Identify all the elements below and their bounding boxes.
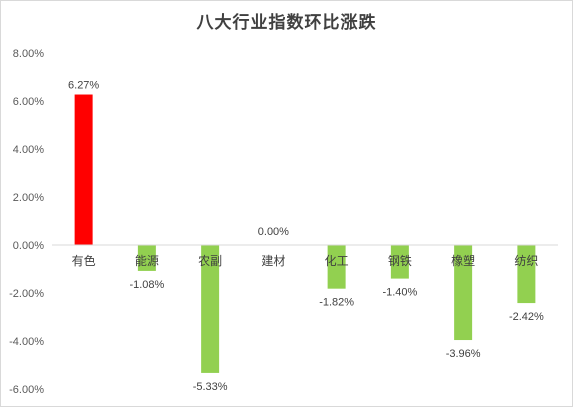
data-label: -1.82% [319, 297, 354, 309]
data-label: -3.96% [446, 348, 481, 360]
bar [390, 245, 409, 279]
y-axis: 8.00% 6.00% 4.00% 2.00% 0.00% -2.00% -4.00% -6.… [9, 48, 44, 396]
category-label: 有色 [72, 254, 96, 268]
bar [74, 94, 93, 246]
data-label: 0.00% [258, 226, 289, 238]
y-tick-label: 0.00% [13, 240, 44, 252]
bar [517, 245, 536, 304]
chart-title: 八大行业指数环比涨跌 [196, 13, 377, 33]
category-label: 建材 [261, 254, 285, 268]
category-label: 农副 [198, 254, 222, 268]
bars [74, 94, 536, 373]
bar [454, 245, 473, 341]
data-labels: 6.27% -1.08% -5.33% 0.00% -1.82% -1.40% -3.96%… [68, 80, 544, 393]
y-tick-label: 6.00% [13, 96, 44, 108]
bar [201, 245, 220, 373]
y-tick-label: -4.00% [9, 336, 44, 348]
bar [137, 245, 156, 271]
y-tick-label: 4.00% [13, 144, 44, 156]
y-tick-label: -2.00% [9, 288, 44, 300]
y-tick-label: -6.00% [9, 384, 44, 396]
data-label: -1.08% [129, 279, 164, 291]
data-label: -1.40% [382, 287, 417, 299]
category-label: 化工 [325, 254, 349, 268]
y-tick-label: 8.00% [13, 48, 44, 60]
category-label: 橡塑 [451, 253, 475, 268]
data-label: 6.27% [68, 80, 99, 92]
category-labels: 有色 能源 农副 建材 化工 钢铁 橡塑 纺织 [72, 253, 539, 268]
bar [327, 245, 346, 289]
data-label: -5.33% [193, 381, 228, 393]
y-tick-label: 2.00% [13, 192, 44, 204]
category-label: 能源 [135, 254, 159, 268]
category-label: 钢铁 [388, 254, 412, 268]
category-label: 纺织 [514, 254, 538, 268]
data-label: -2.42% [509, 311, 544, 323]
